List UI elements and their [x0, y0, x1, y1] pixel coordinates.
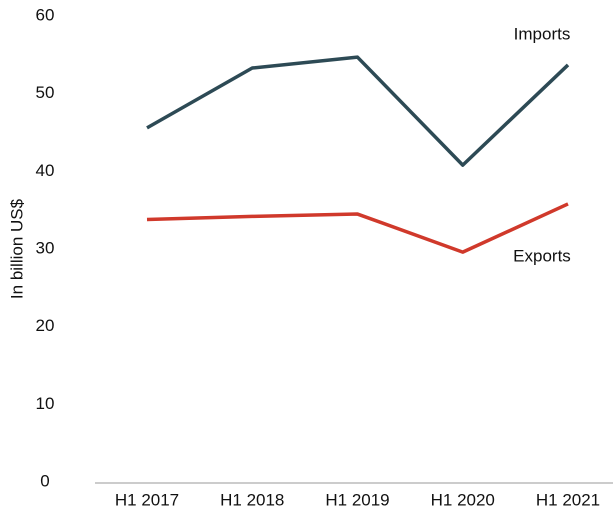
- y-tick-label: 0: [40, 471, 49, 490]
- y-tick-label: 40: [36, 161, 55, 180]
- line-imports: [146, 55, 570, 167]
- series-label: Exports: [513, 246, 571, 265]
- line-exports: [146, 202, 569, 254]
- y-tick-label: 20: [36, 316, 55, 335]
- x-tick-label: H1 2020: [431, 490, 495, 509]
- x-tick-label: H1 2021: [536, 490, 600, 509]
- x-tick-label: H1 2019: [325, 490, 389, 509]
- y-tick-label: 30: [36, 238, 55, 257]
- series-label: Imports: [514, 24, 571, 43]
- y-tick-label: 10: [36, 394, 55, 413]
- y-tick-label: 50: [36, 83, 55, 102]
- x-tick-label: H1 2017: [115, 490, 179, 509]
- y-axis-label: In billion US$: [7, 198, 26, 299]
- x-tick-label: H1 2018: [220, 490, 284, 509]
- y-tick-label: 60: [36, 5, 55, 24]
